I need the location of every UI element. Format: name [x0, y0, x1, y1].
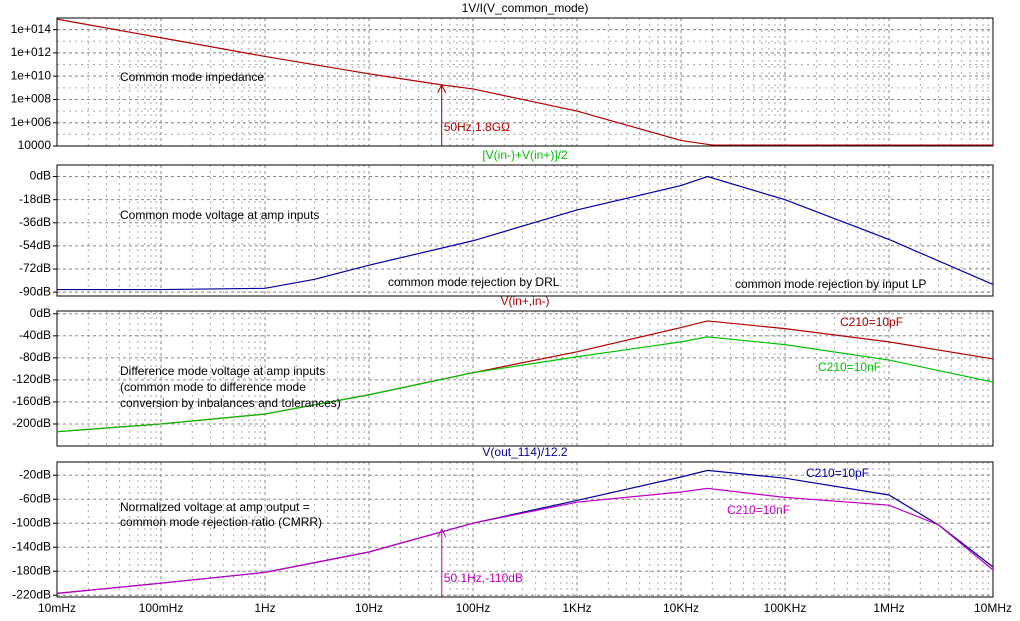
y-tick-label: -90dB [19, 284, 51, 298]
chart-title: V(in+,in-) [500, 294, 549, 308]
x-tick-label: 100mHz [139, 601, 184, 615]
y-tick-label: -100dB [12, 515, 51, 529]
marker-label: 50.1Hz,-110dB [444, 571, 523, 585]
legend-label: C210=10pF [840, 315, 903, 329]
y-tick-label: 0dB [30, 169, 51, 183]
x-tick-label: 100KHz [764, 601, 807, 615]
y-tick-label: -36dB [19, 215, 51, 229]
y-tick-label: -200dB [12, 416, 51, 430]
y-tick-label: 1e+010 [11, 68, 52, 82]
y-tick-label: -180dB [12, 563, 51, 577]
annotation: Normalized voltage at amp output = [120, 500, 310, 514]
annotation: Common mode voltage at amp inputs [120, 208, 319, 222]
y-tick-label: -18dB [19, 192, 51, 206]
x-tick-label: 1KHz [562, 601, 591, 615]
y-tick-label: -54dB [19, 238, 51, 252]
legend-label: C210=10pF [806, 466, 869, 480]
y-tick-label: -72dB [19, 261, 51, 275]
marker-label: 50Hz,1.8GΩ [444, 120, 510, 134]
plot-frame [56, 164, 994, 297]
x-tick-label: 100Hz [456, 601, 491, 615]
y-tick-label: -40dB [19, 328, 51, 342]
annotation: Difference mode voltage at amp inputs [120, 364, 325, 378]
chart-title: [V(in-)+V(in+)]/2 [482, 148, 568, 162]
series-line [56, 336, 994, 433]
annotation: common mode rejection ratio (CMRR) [120, 515, 322, 529]
annotation: common mode rejection by DRL [388, 275, 560, 289]
legend-label: C210=10nF [727, 503, 790, 517]
series-line [56, 469, 994, 594]
plot-frame [56, 17, 994, 147]
y-tick-label: 1e+012 [11, 45, 52, 59]
y-tick-label: -220dB [12, 587, 51, 601]
annotation: conversion by inbalances and tolerances) [120, 396, 341, 410]
plot-frame [56, 461, 994, 598]
x-tick-label: 10KHz [663, 601, 699, 615]
x-tick-label: 10MHz [974, 601, 1012, 615]
x-tick-label: 10Hz [355, 601, 383, 615]
y-tick-label: -120dB [12, 372, 51, 386]
marker-arrowhead [437, 528, 447, 538]
annotation: Common mode impedance [120, 70, 264, 84]
y-tick-label: -20dB [19, 467, 51, 481]
chart-title: 1V/I(V_common_mode) [462, 1, 589, 15]
y-tick-label: -160dB [12, 394, 51, 408]
x-tick-label: 1MHz [873, 601, 904, 615]
legend-label: C210=10nF [818, 360, 881, 374]
y-tick-label: -60dB [19, 491, 51, 505]
marker-arrowhead [437, 83, 447, 94]
x-tick-label: 1Hz [254, 601, 275, 615]
plot-frame [56, 310, 994, 447]
y-tick-label: 0dB [30, 306, 51, 320]
y-tick-label: -140dB [12, 539, 51, 553]
chart-title: V(out_114)/12.2 [482, 445, 567, 459]
y-tick-label: -80dB [19, 350, 51, 364]
series-line [56, 487, 994, 594]
y-tick-label: 1e+006 [11, 115, 52, 129]
annotation: (common mode to difference mode [120, 380, 306, 394]
x-tick-label: 10mHz [38, 601, 76, 615]
series-line [57, 175, 994, 291]
y-tick-label: 1e+008 [11, 92, 52, 106]
series-line [56, 18, 993, 146]
annotation: common mode rejection by input LP [735, 277, 926, 291]
y-tick-label: 1e+014 [11, 22, 52, 36]
y-tick-label: 10000 [18, 138, 52, 152]
